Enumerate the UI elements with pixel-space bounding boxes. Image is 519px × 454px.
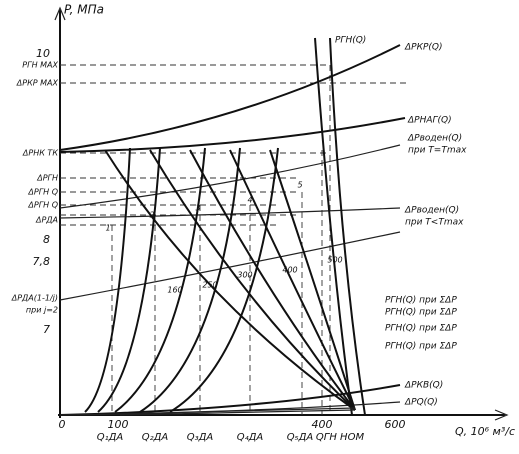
left-label: ΔPГН Q xyxy=(27,201,58,210)
x-tick-label: 400 xyxy=(312,418,333,431)
left-label: ΔPГН xyxy=(36,174,58,183)
point-label: 300 xyxy=(237,271,252,280)
curve-label: ΔPводен(Q) xyxy=(404,206,459,216)
bottom-label: Q₁ДА xyxy=(97,432,124,443)
curve-label: PГН(Q) при ΣΔP xyxy=(385,308,457,318)
curve-label: ΔPКР(Q) xyxy=(404,43,443,53)
curve-label: PГН(Q) xyxy=(335,36,366,46)
point-label: 4 xyxy=(247,196,252,205)
point-label: 2 xyxy=(149,211,154,220)
point-label: 160 xyxy=(167,286,182,295)
y-tick-label: 10 xyxy=(36,47,50,60)
bottom-label: Q₅ДА xyxy=(287,432,314,443)
y-tick-label: 7 xyxy=(43,323,50,336)
point-label: 3 xyxy=(195,204,200,213)
point-label: 5 xyxy=(297,181,302,190)
curve-label: ΔPводен(Q) xyxy=(407,134,462,144)
curve-label: при T=Tmax xyxy=(408,146,467,156)
left-label: ΔPНК ТК xyxy=(22,149,58,158)
curve-label: при T<Tmax xyxy=(405,218,464,228)
left-label: при j=2 xyxy=(26,306,58,315)
curve-label: ΔPНАГ(Q) xyxy=(407,116,452,126)
bottom-label: Q₂ДА xyxy=(142,432,169,443)
point-label: 500 xyxy=(327,256,342,265)
x-tick-label: 100 xyxy=(108,418,129,431)
bottom-label: Q₄ДА xyxy=(237,432,264,443)
point-label: 1 xyxy=(105,224,110,233)
x-tick-label: 600 xyxy=(385,418,406,431)
curve-label: PГН(Q) при ΣΔP xyxy=(385,342,457,352)
curve-label: PГН(Q) при ΣΔP xyxy=(385,296,457,306)
curves xyxy=(59,37,406,416)
left-label: PГН MAX xyxy=(22,61,58,70)
x-tick-label: 0 xyxy=(59,418,66,431)
y-tick-label: 7,8 xyxy=(33,255,51,268)
left-label: ΔPДА xyxy=(35,216,58,225)
bottom-label: Q₃ДА xyxy=(187,432,214,443)
point-label: 250 xyxy=(202,281,217,290)
curve-label: ΔPQ(Q) xyxy=(404,398,438,408)
left-label: ΔPКР MAX xyxy=(16,79,59,88)
point-label: 400 xyxy=(282,266,297,275)
y-axis-label: P, МПа xyxy=(64,3,104,17)
x-axis-label: Q, 10⁶ м³/с xyxy=(455,425,515,438)
left-label: ΔPДА(1-1/j) xyxy=(11,294,58,303)
y-tick-label: 8 xyxy=(43,233,50,246)
labels: P, МПа Q, 10⁶ м³/с 10 8 7,8 7 0 100 400 600 PГН MA… xyxy=(11,3,515,444)
left-label: ΔPГН Q xyxy=(27,188,58,197)
curve-label: ΔPКВ(Q) xyxy=(404,381,443,391)
curve-label: PГН(Q) при ΣΔP xyxy=(385,324,457,334)
bottom-label: QГН НОМ xyxy=(316,432,365,443)
